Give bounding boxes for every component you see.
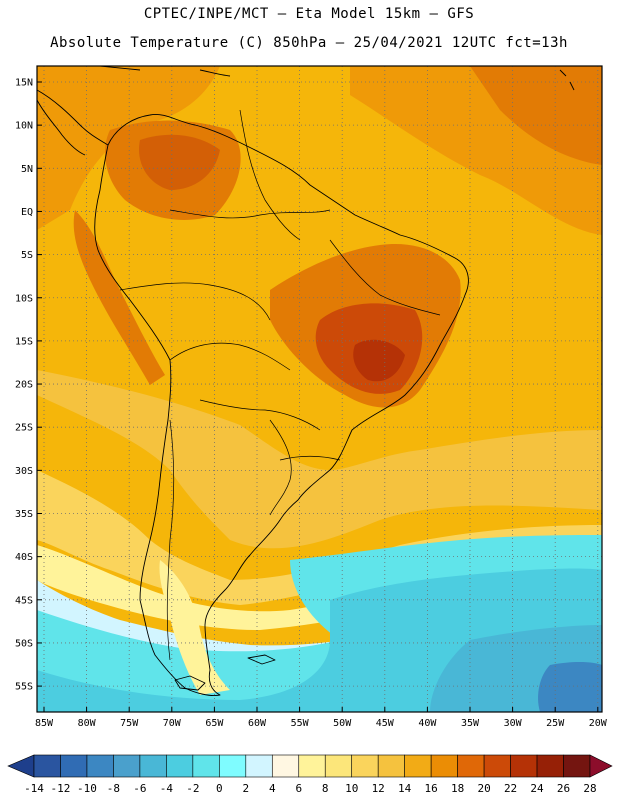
colorbar-tick-label: 4 (269, 782, 276, 795)
country-borders (119, 109, 441, 661)
lon-label: 60W (248, 718, 267, 729)
lat-label: 15S (15, 336, 33, 347)
colorbar (7, 754, 613, 778)
colorbar-tick-label: 18 (451, 782, 464, 795)
falklands (247, 654, 276, 665)
map-frame (36, 65, 603, 713)
field-patagonia-tongue (159, 560, 230, 695)
field-yellow-band (37, 470, 602, 605)
lat-label: 55S (15, 682, 33, 693)
lat-label: 5S (21, 250, 33, 261)
lat-label: 40S (15, 552, 33, 563)
lon-label: 65W (205, 718, 224, 729)
central-america-coastline (37, 89, 109, 156)
colorbar-tick-label: 8 (322, 782, 329, 795)
lon-label: 45W (376, 718, 395, 729)
lon-label: 30W (504, 718, 523, 729)
colorbar-tick-label: 16 (425, 782, 438, 795)
colorbar-tick-labels: -14 -12 -10 -8 -6 -4 -2 0 2 4 6 8 10 12 14 16 18 20 22 24 26… (24, 782, 597, 795)
colorbar-tick-label: 0 (216, 782, 223, 795)
caribbean-islands (99, 66, 575, 91)
colorbar-tick-label: -10 (77, 782, 97, 795)
colorbar-swatch (457, 754, 485, 778)
lon-label: 70W (163, 718, 182, 729)
lon-label: 50W (333, 718, 352, 729)
colorbar-swatch (430, 754, 458, 778)
colorbar-swatch (192, 754, 220, 778)
field-cold-deepest (538, 661, 602, 712)
longitude-labels: 85W 80W 75W 70W 65W 60W 55W 50W 45W 40W 35W 30W 25W 2… (35, 707, 608, 729)
colorbar-swatch (563, 754, 591, 778)
lat-label: 5N (21, 164, 33, 175)
field-central-brazil-peak (353, 339, 405, 382)
lat-label: 10S (15, 293, 33, 304)
field-caribbean (37, 66, 220, 230)
chart-title-line-2: Absolute Temperature (C) 850hPa – 25/04/… (50, 35, 568, 51)
colorbar-tick-label: 10 (345, 782, 358, 795)
lon-label: 85W (35, 718, 54, 729)
lon-label: 40W (418, 718, 437, 729)
colorbar-tick-label: 24 (530, 782, 544, 795)
lat-label: 20S (15, 380, 33, 391)
lat-label: 35S (15, 509, 33, 520)
field-north-sa-hotter (139, 134, 220, 190)
colorbar-swatch (113, 754, 141, 778)
chart-title-line-1: CPTEC/INPE/MCT – Eta Model 15km – GFS (143, 6, 475, 22)
colorbar-swatch (86, 754, 114, 778)
colorbar-swatch (377, 754, 405, 778)
lon-label: 55W (291, 718, 310, 729)
lat-label: 15N (15, 78, 33, 89)
colorbar-swatch (536, 754, 564, 778)
colorbar-tick-label: 12 (372, 782, 385, 795)
tierra-del-fuego (174, 675, 206, 691)
colorbar-swatch (271, 754, 300, 778)
latitude-labels: 15N 10N 5N EQ 5S 10S 15S 20S 25S 30S 35S 40S 45S 50S 5… (15, 78, 42, 693)
colorbar-swatch (219, 754, 247, 778)
lat-label: 50S (15, 638, 33, 649)
lat-label: 45S (15, 595, 33, 606)
colorbar-tick-label: -6 (133, 782, 146, 795)
map-field (37, 66, 602, 712)
south-america-coastline (94, 113, 469, 696)
field-andes-north (73, 210, 165, 385)
colorbar-swatch (298, 754, 326, 778)
lon-label: 25W (546, 718, 565, 729)
lat-label: EQ (21, 207, 33, 218)
colorbar-tick-label: -2 (186, 782, 199, 795)
colorbar-swatch (33, 754, 61, 778)
colorbar-swatch (483, 754, 511, 778)
lon-label: 35W (461, 718, 480, 729)
lat-label: 25S (15, 423, 33, 434)
colorbar-tick-label: 26 (557, 782, 570, 795)
colorbar-swatch (166, 754, 194, 778)
colorbar-tick-label: 20 (477, 782, 490, 795)
colorbar-swatch (60, 754, 88, 778)
lon-label: 20W (589, 718, 608, 729)
colorbar-tick-label: 14 (398, 782, 412, 795)
colorbar-swatch (404, 754, 432, 778)
colorbar-swatch (245, 754, 273, 778)
colorbar-tick-label: -14 (24, 782, 44, 795)
lat-label: 30S (15, 466, 33, 477)
colorbar-tick-label: -4 (160, 782, 174, 795)
colorbar-swatch (510, 754, 538, 778)
colorbar-arrow-low (7, 754, 35, 778)
lat-label: 10N (15, 121, 33, 132)
colorbar-swatch (324, 754, 353, 778)
field-subtropical-yellow (37, 370, 602, 549)
colorbar-swatch (139, 754, 167, 778)
colorbar-arrow-high (589, 754, 613, 778)
lon-label: 80W (78, 718, 97, 729)
colorbar-swatch (351, 754, 379, 778)
colorbar-tick-label: 22 (504, 782, 517, 795)
lon-label: 75W (120, 718, 139, 729)
coastlines (37, 66, 575, 696)
field-north-atlantic-hot (470, 66, 602, 165)
colorbar-tick-label: 2 (242, 782, 249, 795)
colorbar-tick-label: -8 (107, 782, 120, 795)
colorbar-tick-label: -12 (51, 782, 71, 795)
colorbar-tick-label: 6 (295, 782, 302, 795)
colorbar-tick-label: 28 (583, 782, 596, 795)
